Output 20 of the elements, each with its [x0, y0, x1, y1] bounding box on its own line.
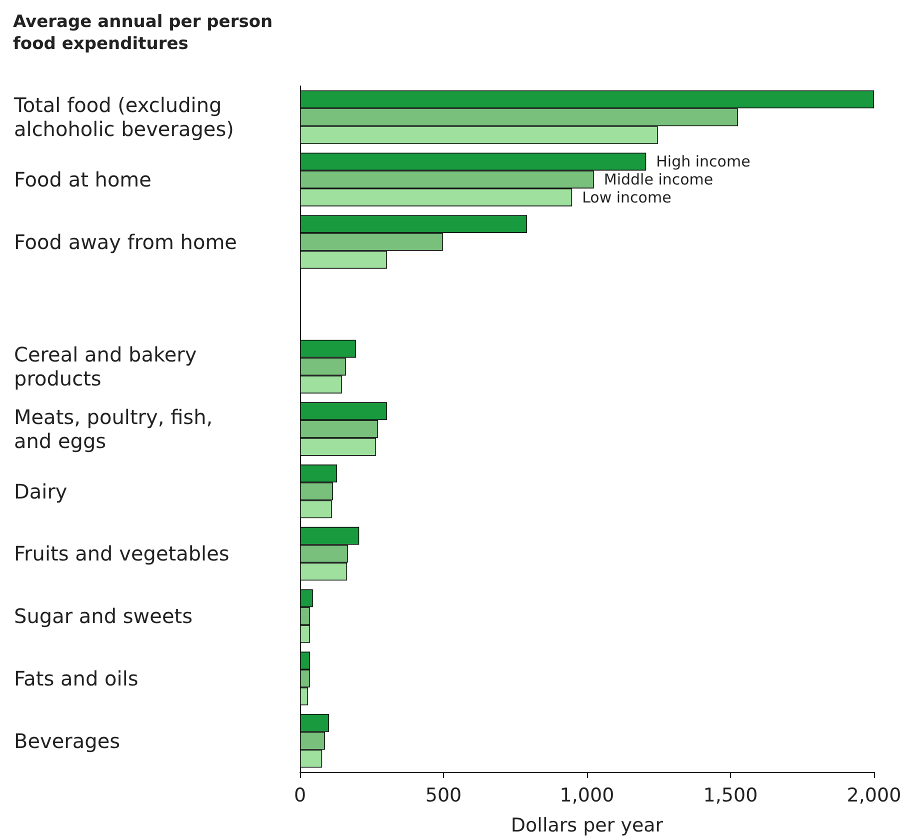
- x-tick-label: 2,000: [846, 784, 902, 806]
- y-tick-label: Total food (excluding alchoholic beverages): [13, 93, 234, 142]
- x-axis-title: Dollars per year: [510, 814, 664, 836]
- text: Average annual per person food expenditures: [13, 12, 273, 54]
- y-tick-label: Food away from home: [14, 230, 237, 254]
- x-tick-label: 500: [425, 784, 462, 806]
- x-tick-label: 0: [294, 784, 306, 806]
- y-tick-label: Beverages: [14, 728, 120, 753]
- y-tick-label: Food at home: [14, 168, 152, 192]
- x-tick-label: 1,500: [703, 784, 758, 806]
- y-tick-label: Meats, poultry, fish, and eggs: [14, 405, 213, 453]
- series-label: High income: [656, 152, 750, 171]
- y-tick-label: Cereal and bakery products: [14, 342, 197, 391]
- y-tick-label: Fruits and vegetables: [14, 542, 230, 566]
- y-tick-label: Dairy: [14, 479, 68, 504]
- y-tick-label: Fats and oils: [14, 666, 138, 690]
- x-tick-label: 1,000: [560, 784, 614, 806]
- series-label: Middle income: [604, 170, 714, 189]
- y-tick-label: Sugar and sweets: [14, 604, 193, 628]
- series-label: Low income: [582, 188, 672, 206]
